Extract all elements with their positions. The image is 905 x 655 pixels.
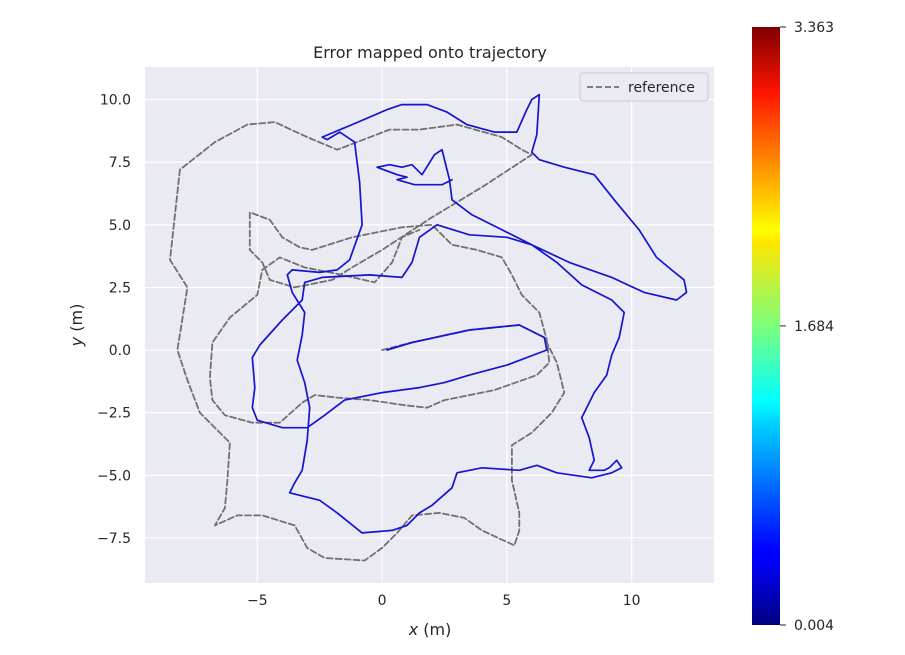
y-axis-unit: (m) [67, 304, 86, 337]
estimated-trajectory-line [251, 93, 688, 534]
colorbar-gradient [752, 27, 780, 625]
x-tick-label: 5 [502, 593, 511, 609]
colorbar-ticks: 0.004 1.684 3.363 [780, 20, 834, 634]
reference-trajectory-line [169, 121, 566, 562]
legend: reference [579, 72, 709, 102]
y-tick-labels: −7.5 −5.0 −2.5 0.0 2.5 5.0 7.5 10.0 [97, 93, 131, 547]
y-tick-label: 10.0 [100, 93, 131, 109]
grid-lines [145, 67, 714, 583]
x-axis-var: x [408, 620, 419, 639]
colorbar-tick-label: 1.684 [794, 319, 834, 335]
plot-background [145, 67, 714, 583]
x-axis-label: x (m) [408, 620, 452, 639]
x-tick-labels: −5 0 5 10 [247, 593, 641, 609]
y-tick-label: 2.5 [109, 280, 131, 296]
y-tick-label: 7.5 [109, 155, 131, 171]
y-tick-label: −7.5 [97, 531, 131, 547]
y-tick-label: 5.0 [109, 218, 131, 234]
series-group [169, 93, 688, 562]
x-tick-label: −5 [247, 593, 268, 609]
x-tick-label: 0 [378, 593, 387, 609]
legend-reference-label: reference [628, 80, 695, 96]
y-axis-label: y (m) [67, 304, 86, 348]
x-tick-label: 10 [623, 593, 641, 609]
y-tick-label: 0.0 [109, 343, 131, 359]
chart-title: Error mapped onto trajectory [313, 43, 547, 62]
legend-box [579, 72, 709, 102]
x-axis-unit: (m) [418, 620, 451, 639]
y-tick-label: −5.0 [97, 468, 131, 484]
y-tick-label: −2.5 [97, 406, 131, 422]
colorbar: 0.004 1.684 3.363 [752, 20, 834, 634]
y-axis-var: y [67, 336, 86, 347]
colorbar-tick-label: 3.363 [794, 20, 834, 36]
colorbar-tick-label: 0.004 [794, 618, 834, 634]
